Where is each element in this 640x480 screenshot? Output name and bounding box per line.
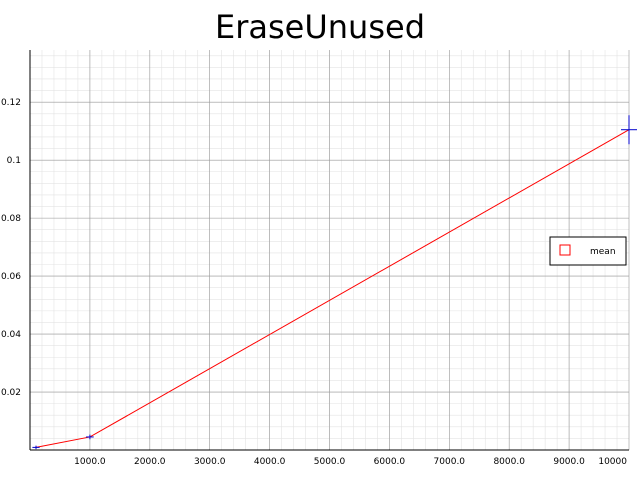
series-line-mean: [35, 129, 630, 448]
legend-label-mean: mean: [590, 247, 616, 257]
legend-box: [549, 236, 627, 266]
series-layer: [32, 115, 637, 450]
x-tick-label: 6000.0: [374, 457, 406, 467]
tick-labels: 1000.0 2000.0 3000.0 4000.0 5000.0 6000.0 7000…: [1, 98, 627, 467]
x-tick-label: 3000.0: [194, 457, 226, 467]
y-tick-label: 0.06: [1, 272, 21, 282]
x-tick-label: 9000.0: [553, 457, 585, 467]
chart-title: EraseUnused: [215, 8, 425, 46]
major-grid: [30, 50, 630, 450]
legend-swatch-mean: [559, 244, 571, 256]
x-tick-label: 5000.0: [314, 457, 346, 467]
y-tick-label: 0.04: [1, 330, 21, 340]
axes: [29, 50, 629, 451]
legend: mean: [549, 236, 627, 266]
x-tick-label: 1000.0: [74, 457, 106, 467]
x-tick-label: 8000.0: [493, 457, 525, 467]
x-tick-label: 2000.0: [134, 457, 166, 467]
y-tick-label: 0.12: [1, 98, 21, 108]
y-tick-label: 0.1: [7, 156, 21, 166]
x-tick-label: 10000: [598, 457, 627, 467]
x-tick-label: 4000.0: [254, 457, 286, 467]
y-tick-label: 0.08: [1, 214, 21, 224]
y-tick-label: 0.02: [1, 388, 21, 398]
x-tick-label: 7000.0: [434, 457, 466, 467]
